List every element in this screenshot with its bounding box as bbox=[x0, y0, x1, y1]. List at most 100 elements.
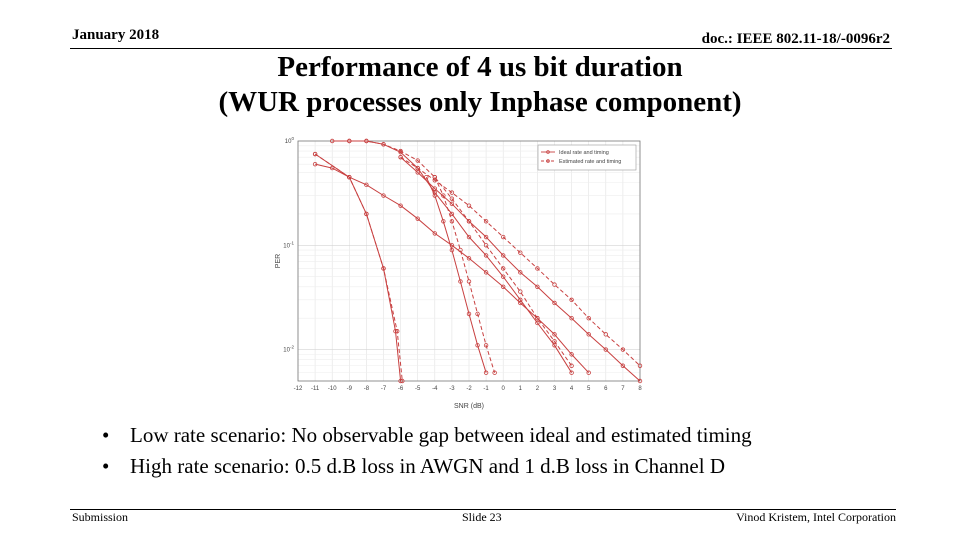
data-point bbox=[518, 250, 523, 255]
data-point bbox=[398, 378, 403, 384]
data-point bbox=[475, 343, 480, 348]
data-point bbox=[398, 154, 403, 160]
header-date: January 2018 bbox=[72, 27, 160, 43]
data-point bbox=[483, 253, 489, 258]
data-point bbox=[466, 219, 472, 224]
data-point bbox=[398, 203, 403, 208]
data-point bbox=[432, 193, 437, 198]
x-tick-label: 3 bbox=[553, 386, 557, 392]
x-tick-label: -6 bbox=[398, 386, 404, 392]
header-divider bbox=[70, 48, 892, 49]
x-tick-label: -10 bbox=[328, 386, 337, 392]
legend-label: Estimated rate and timing bbox=[559, 159, 621, 165]
data-point bbox=[364, 138, 369, 144]
data-point bbox=[637, 378, 643, 384]
data-point bbox=[569, 352, 574, 357]
y-tick-label: 100 bbox=[285, 136, 295, 145]
header-doc-id: doc.: IEEE 802.11-18/-0096r2 bbox=[701, 31, 890, 47]
data-point bbox=[466, 311, 472, 317]
data-point bbox=[569, 316, 574, 321]
chart-series bbox=[312, 138, 643, 384]
x-tick-label: 2 bbox=[536, 386, 540, 392]
data-point bbox=[518, 270, 523, 275]
data-point bbox=[586, 332, 591, 337]
data-point bbox=[483, 234, 489, 240]
data-point bbox=[475, 311, 480, 317]
y-axis-label: PER bbox=[275, 254, 282, 268]
data-point bbox=[552, 339, 557, 344]
chart-background bbox=[270, 135, 650, 415]
data-point bbox=[500, 284, 506, 290]
x-tick-label: 4 bbox=[570, 386, 574, 392]
y-tick-label: 10-1 bbox=[283, 240, 294, 249]
data-point bbox=[330, 165, 335, 171]
footer-divider bbox=[70, 509, 896, 510]
x-tick-label: -2 bbox=[466, 386, 472, 392]
legend-box bbox=[537, 144, 637, 171]
slide-title: Performance of 4 us bit duration (WUR pr… bbox=[0, 50, 960, 120]
data-point bbox=[364, 182, 369, 188]
x-tick-label: -5 bbox=[415, 386, 421, 392]
data-point bbox=[381, 142, 386, 147]
data-point bbox=[381, 266, 386, 271]
data-point bbox=[449, 247, 455, 253]
x-tick-label: 8 bbox=[638, 386, 642, 392]
data-point bbox=[449, 190, 455, 195]
estimated-series-line bbox=[434, 176, 496, 373]
data-point bbox=[620, 347, 626, 352]
data-point bbox=[483, 243, 489, 248]
data-point bbox=[400, 378, 405, 384]
data-point bbox=[415, 170, 420, 175]
footer-slide-number: Slide 23 bbox=[462, 510, 502, 524]
x-tick-label: 7 bbox=[621, 386, 625, 392]
data-point bbox=[535, 320, 540, 326]
data-point bbox=[535, 284, 540, 290]
data-point bbox=[415, 158, 420, 163]
data-point bbox=[569, 370, 574, 375]
plot-frame bbox=[297, 140, 641, 382]
data-point bbox=[398, 148, 403, 154]
per-vs-snr-chart: -12 -11 -10 -9 -8 -7 -6 -5 -4 -3 -2 -1 0 1 2 3 4 5 6 7 81001… bbox=[270, 135, 650, 415]
data-point bbox=[483, 370, 489, 375]
data-point bbox=[500, 266, 506, 271]
data-point bbox=[483, 270, 489, 275]
legend-marker bbox=[546, 159, 550, 163]
x-tick-label: 1 bbox=[519, 386, 523, 392]
x-tick-label: -9 bbox=[347, 386, 353, 392]
legend-label: Ideal rate and timing bbox=[559, 150, 609, 156]
estimated-series-line bbox=[349, 140, 573, 367]
data-point bbox=[381, 193, 386, 198]
data-point bbox=[441, 193, 446, 198]
slide-title-line-1: Performance of 4 us bit duration bbox=[277, 51, 683, 83]
data-point bbox=[415, 165, 420, 171]
data-point bbox=[518, 289, 523, 294]
data-point bbox=[603, 347, 608, 352]
y-tick-exponent: 0 bbox=[291, 136, 294, 141]
data-point bbox=[394, 329, 400, 334]
data-point bbox=[415, 216, 420, 221]
x-tick-label: -1 bbox=[483, 386, 489, 392]
data-point bbox=[364, 211, 369, 217]
footer-submission: Submission bbox=[72, 510, 129, 524]
data-point bbox=[312, 161, 318, 167]
x-tick-label: -7 bbox=[381, 386, 387, 392]
data-point bbox=[449, 211, 455, 217]
data-point bbox=[500, 253, 506, 258]
data-point bbox=[535, 266, 540, 271]
data-point bbox=[569, 363, 574, 368]
ideal-series-line bbox=[400, 156, 641, 382]
data-point bbox=[466, 203, 472, 208]
slide-title-line-2: (WUR processes only Inphase component) bbox=[218, 86, 742, 118]
ideal-series-line bbox=[314, 163, 590, 374]
data-point bbox=[586, 316, 591, 321]
data-point bbox=[586, 370, 591, 375]
bullet-marker: • bbox=[102, 423, 110, 447]
x-tick-label: -3 bbox=[449, 386, 455, 392]
legend-marker bbox=[546, 150, 550, 154]
data-point bbox=[552, 332, 557, 337]
data-point bbox=[535, 316, 540, 321]
data-point bbox=[432, 231, 437, 236]
data-point bbox=[449, 219, 455, 224]
bullet-text: Low rate scenario: No observable gap bet… bbox=[130, 423, 752, 447]
x-tick-label: 5 bbox=[587, 386, 591, 392]
